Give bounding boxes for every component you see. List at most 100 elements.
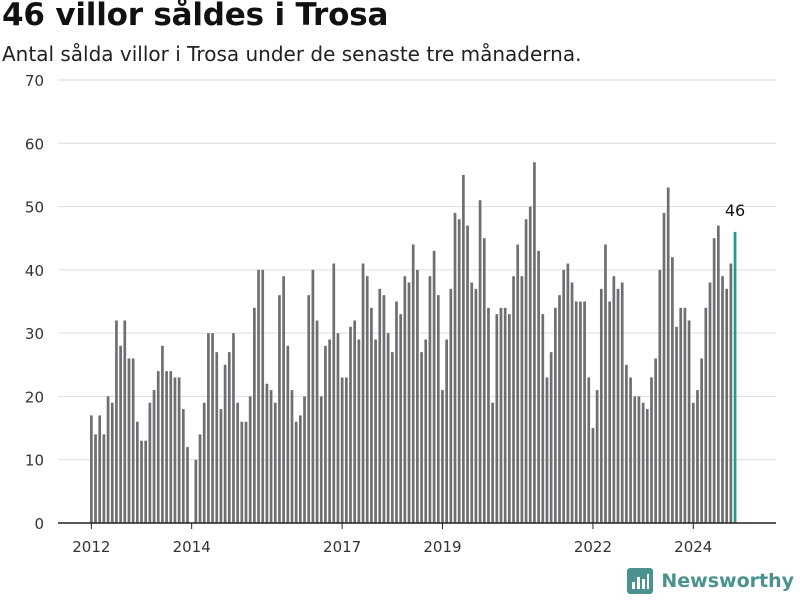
bar	[148, 402, 152, 523]
bar	[211, 333, 214, 523]
bar	[620, 282, 624, 523]
bar	[487, 307, 490, 523]
bar	[696, 390, 699, 523]
bar	[131, 358, 135, 523]
y-tick-label: 70	[25, 72, 44, 90]
bar	[499, 307, 503, 523]
bar	[587, 377, 591, 523]
bar	[102, 434, 106, 523]
y-tick-label: 30	[25, 325, 44, 343]
bars	[90, 162, 737, 524]
bar	[378, 288, 382, 523]
highlight-bar	[733, 231, 737, 523]
x-tick-label: 2014	[173, 538, 211, 556]
bar	[545, 377, 549, 523]
bar	[344, 377, 348, 523]
bar	[286, 345, 290, 523]
bar	[273, 402, 277, 523]
y-axis-ticks: 0 10 20 30 40 50 60 70	[25, 72, 44, 533]
bar	[94, 434, 97, 523]
chart-subtitle: Antal sålda villor i Trosa under de sena…	[2, 42, 582, 66]
bar	[508, 314, 511, 523]
bar	[595, 390, 599, 523]
bar	[637, 396, 641, 523]
bar	[110, 402, 114, 523]
bar	[512, 276, 515, 523]
bar	[650, 377, 653, 523]
bar	[269, 390, 273, 523]
bar	[282, 276, 285, 523]
bar	[700, 358, 703, 523]
bar	[173, 377, 177, 523]
bar	[336, 333, 340, 523]
bar	[675, 326, 678, 523]
bar	[349, 326, 352, 523]
bar	[236, 402, 239, 523]
bar	[533, 162, 536, 523]
bar	[411, 244, 415, 524]
bar	[470, 282, 474, 523]
bar	[357, 339, 361, 523]
bar	[353, 320, 357, 523]
bar	[553, 307, 557, 523]
bar	[666, 187, 670, 523]
bar	[453, 212, 457, 523]
bar	[416, 269, 419, 523]
bar	[278, 295, 281, 523]
bar	[420, 352, 423, 523]
bar	[574, 301, 578, 523]
bar	[612, 276, 616, 523]
bar	[382, 295, 386, 523]
bar	[340, 377, 344, 523]
bar	[616, 288, 620, 523]
y-tick-label: 0	[34, 515, 44, 533]
brand-logo: Newsworthy	[627, 568, 794, 594]
bar	[541, 314, 545, 523]
bar	[186, 447, 189, 523]
bar	[165, 371, 168, 523]
brand-name: Newsworthy	[661, 570, 794, 592]
bar	[482, 238, 486, 523]
bar	[583, 301, 586, 523]
bar	[177, 377, 181, 523]
bar	[207, 333, 210, 523]
bar	[474, 288, 478, 523]
bar	[608, 301, 612, 523]
bar	[478, 200, 482, 524]
bar	[721, 276, 724, 523]
bar	[520, 276, 524, 523]
bar	[299, 415, 302, 523]
bar	[332, 263, 336, 523]
bar	[725, 288, 729, 523]
bar	[119, 345, 122, 523]
bar	[169, 371, 173, 523]
bar	[303, 396, 306, 523]
bar	[261, 269, 265, 523]
annotations: 46	[725, 201, 745, 220]
bar	[395, 301, 398, 523]
bar	[683, 307, 687, 523]
bar	[374, 339, 377, 523]
bar	[198, 434, 202, 523]
bar	[202, 402, 206, 523]
bar	[687, 320, 691, 523]
y-tick-label: 10	[25, 452, 44, 470]
bar	[361, 263, 365, 523]
bar	[248, 396, 252, 523]
bar	[328, 339, 331, 523]
bar	[432, 250, 436, 523]
y-tick-label: 40	[25, 262, 44, 280]
bar	[729, 263, 733, 523]
bar	[123, 320, 127, 523]
bar	[365, 276, 369, 523]
bar	[528, 206, 532, 523]
bar	[319, 396, 323, 523]
bar	[403, 276, 407, 523]
bar	[441, 390, 444, 523]
y-tick-label: 60	[25, 135, 44, 153]
bar	[181, 409, 185, 523]
bar	[562, 269, 566, 523]
bar	[240, 421, 244, 523]
bar	[115, 320, 118, 523]
bar	[491, 402, 494, 523]
